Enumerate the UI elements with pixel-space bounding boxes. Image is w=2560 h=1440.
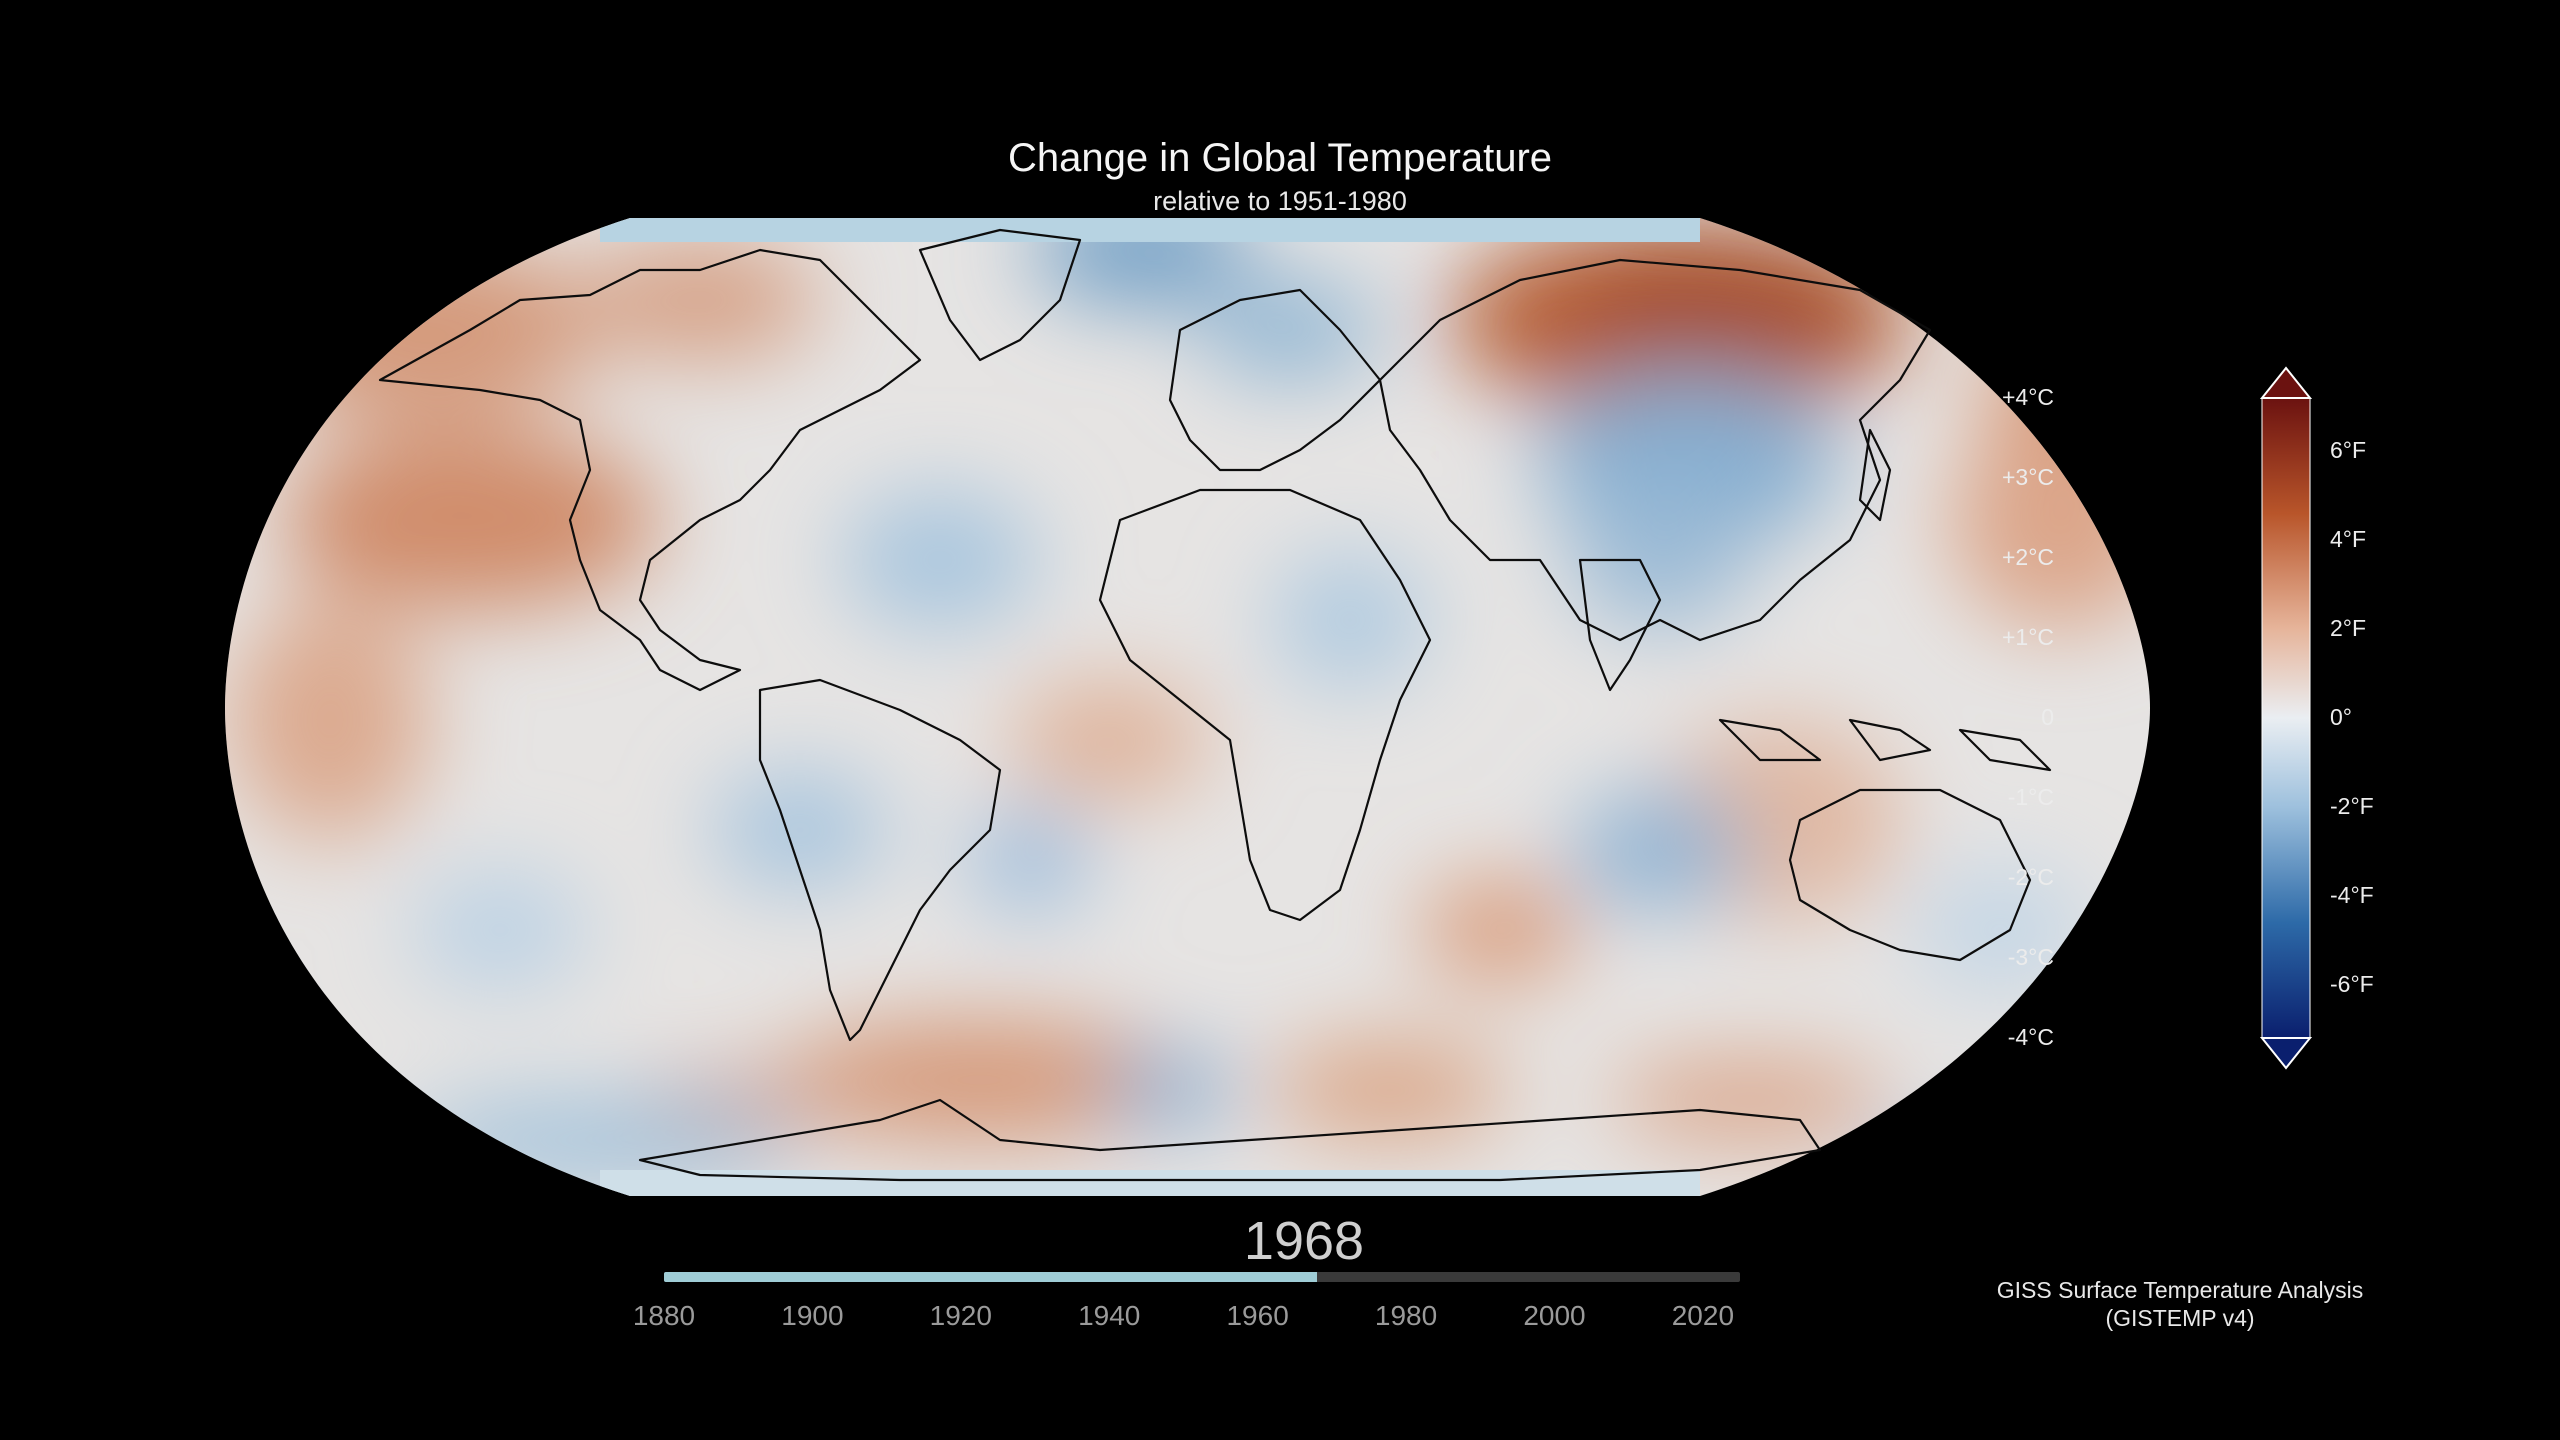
colorbar-celsius-label: +1°C — [2001, 624, 2054, 650]
current-year: 1968 — [1243, 1211, 1365, 1271]
map-subtitle: relative to 1951-1980 — [1153, 186, 1407, 216]
greenland-outline — [918, 228, 1082, 362]
timeline-tick-label: 1880 — [632, 1300, 696, 1331]
colorbar-celsius-label: -2°C — [2007, 864, 2054, 890]
colorbar-fahrenheit-label: -4°F — [2330, 881, 2374, 908]
colorbar-fahrenheit-label: 6°F — [2330, 437, 2367, 464]
colorbar-fahrenheit-label: -2°F — [2330, 792, 2374, 819]
colorbar-celsius-label: +3°C — [2001, 464, 2054, 490]
australia-outline — [1788, 788, 2032, 962]
timeline-tick-label: 1960 — [1226, 1300, 1289, 1331]
colorbar — [2259, 366, 2313, 1070]
antarctica-outline — [638, 1098, 1822, 1182]
map-title: Change in Global Temperature — [1007, 136, 1553, 180]
colorbar-celsius-label: +2°C — [2001, 544, 2054, 570]
colorbar-celsius-label: -1°C — [2007, 784, 2054, 810]
timeline-tick-label: 2000 — [1523, 1300, 1586, 1331]
coastline-outlines — [378, 228, 2052, 1182]
colorbar-fahrenheit-label: 2°F — [2330, 615, 2367, 642]
colorbar-celsius-label: +4°C — [2001, 384, 2054, 410]
north-america-outline — [378, 248, 922, 692]
africa-outline — [1098, 488, 1432, 922]
colorbar-celsius-label: 0 — [2041, 704, 2054, 730]
anomaly-field — [225, 218, 2150, 1196]
indonesia-outline — [1718, 718, 2052, 772]
colorbar-fahrenheit-label: -6°F — [2330, 970, 2374, 997]
india-outline — [1578, 558, 1662, 692]
south-america-outline — [758, 678, 1002, 1042]
japan-outline — [1858, 428, 1892, 522]
asia-outline — [1378, 258, 1932, 642]
timeline-progress — [664, 1272, 1318, 1282]
colorbar-gradient — [2262, 398, 2310, 1038]
colorbar-top-arrow — [2259, 366, 2313, 399]
europe-outline — [1168, 288, 1382, 472]
timeline-tick-label: 1980 — [1374, 1300, 1438, 1331]
timeline-track[interactable] — [664, 1272, 1740, 1282]
timeline-tick-label: 1900 — [781, 1300, 844, 1331]
colorbar-fahrenheit-label: 0° — [2330, 704, 2352, 730]
credit-line-1: GISS Surface Temperature Analysis — [1996, 1277, 2364, 1303]
data-credit: GISS Surface Temperature Analysis (GISTE… — [1900, 1276, 2460, 1332]
colorbar-celsius-label: -3°C — [2007, 944, 2054, 970]
timeline-tick-label: 2020 — [1671, 1300, 1735, 1331]
colorbar-fahrenheit-label: 4°F — [2330, 526, 2367, 553]
colorbar-celsius-label: -4°C — [2007, 1024, 2054, 1050]
timeline-tick-label: 1920 — [929, 1300, 992, 1331]
credit-line-2: (GISTEMP v4) — [2105, 1305, 2255, 1331]
timeline-tick-label: 1940 — [1078, 1300, 1141, 1331]
colorbar-bottom-arrow — [2259, 1037, 2313, 1070]
